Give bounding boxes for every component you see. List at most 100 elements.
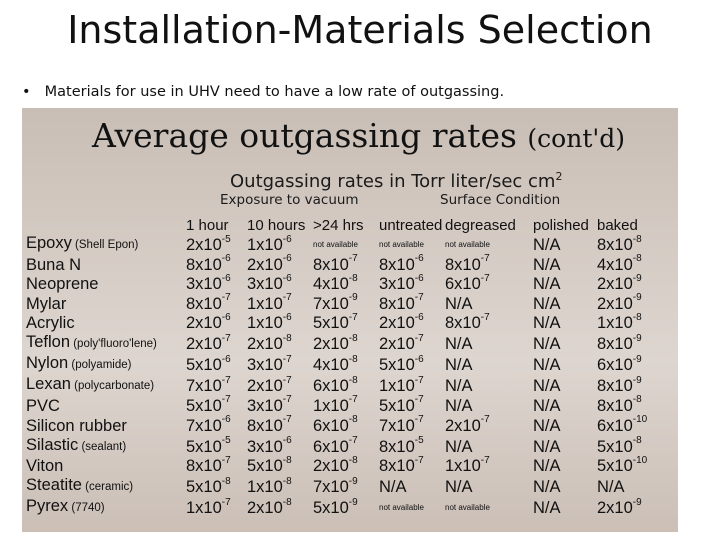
rate-exponent: -8 (282, 454, 292, 466)
rate-cell: 2x10-7 (186, 332, 231, 354)
rate-cell: N/A (445, 294, 473, 313)
rate-cell: 3x10-7 (247, 394, 292, 415)
rate-cell: N/A (533, 377, 561, 396)
rate-cell: 8x10-7 (247, 414, 292, 435)
rate-cell: N/A (379, 478, 407, 497)
rate-cell: 4x10-8 (313, 272, 358, 294)
material-note: (7740) (68, 502, 105, 515)
material-name: Lexan (polycarbonate) (26, 375, 155, 394)
rate-cell: 5x10-8 (186, 475, 231, 497)
rate-exponent: -5 (221, 233, 231, 245)
rate-cell: N/A (533, 416, 561, 435)
rate-cell: 5x10-5 (186, 435, 231, 456)
rate-cell: 2x10-9 (597, 292, 642, 313)
rate-cell: 2x10-7 (379, 332, 424, 354)
rate-exponent: -7 (282, 292, 292, 304)
rate-exponent: -7 (221, 332, 231, 344)
rate-cell: 1x10-8 (247, 475, 292, 497)
rate-cell: 2x10-8 (313, 332, 358, 354)
material-note: (sealant) (78, 440, 127, 453)
rate-cell: not available (379, 240, 424, 249)
rate-exponent: -7 (414, 454, 424, 466)
rate-exponent: -6 (282, 435, 292, 447)
rate-cell: 2x10-9 (597, 496, 642, 518)
material-name: Viton (26, 457, 64, 476)
column-header: 1 hour (186, 217, 229, 234)
rate-cell: 8x10-9 (597, 374, 642, 396)
rate-cell: N/A (445, 396, 473, 415)
rate-exponent: -5 (414, 435, 424, 447)
rate-exponent: -7 (480, 272, 490, 284)
table-row: Buna N 8x10-6 2x10-6 8x10-7 8x10-6 8x10-7 N/A 4… (26, 253, 657, 275)
rate-exponent: -7 (414, 414, 424, 426)
rate-cell: not available (313, 240, 358, 249)
rate-exponent: -6 (221, 253, 231, 265)
rate-exponent: -9 (632, 353, 642, 365)
bullet-text: Materials for use in UHV need to have a … (44, 84, 505, 100)
rate-exponent: -8 (348, 454, 358, 466)
rate-exponent: -7 (480, 454, 490, 466)
rate-cell: 8x10-8 (597, 394, 642, 415)
rate-cell: N/A (533, 255, 561, 274)
table-row: Acrylic 2x10-6 1x10-6 5x10-7 2x10-6 8x10-7 N/A… (26, 311, 657, 334)
table-row: Silicon rubber 7x10-6 8x10-7 6x10-8 7x10-7 2x… (26, 414, 657, 436)
rate-cell: 7x10-7 (379, 414, 424, 435)
rate-exponent: -7 (348, 394, 358, 406)
table-row: PVC 5x10-7 3x10-7 1x10-7 5x10-7 N/A N/A 8x10-8 (26, 394, 657, 416)
rate-exponent: -7 (221, 454, 231, 466)
rate-cell: N/A (533, 294, 561, 313)
rate-cell: 6x10-7 (313, 435, 358, 456)
rate-exponent: -6 (221, 272, 231, 284)
rate-exponent: -10 (632, 454, 648, 466)
material-name: Neoprene (26, 275, 99, 294)
rate-cell: 6x10-8 (313, 374, 358, 396)
rate-cell: 2x10-8 (247, 332, 292, 354)
rate-exponent: -6 (282, 272, 292, 284)
rate-cell: 5x10-10 (597, 454, 648, 476)
surface-group-header: Surface Condition (440, 192, 561, 208)
rate-cell: 5x10-7 (186, 394, 231, 415)
rate-exponent: -7 (348, 311, 358, 323)
material-name: Nylon (polyamide) (26, 354, 132, 373)
rate-exponent: -6 (221, 311, 231, 323)
rate-cell: 1x10-8 (597, 311, 642, 333)
rate-cell: 2x10-5 (186, 233, 231, 254)
column-header: baked (597, 217, 638, 234)
rate-exponent: -6 (282, 311, 292, 323)
rate-exponent: -8 (348, 414, 358, 426)
table-row: Viton 8x10-7 5x10-8 2x10-8 8x10-7 1x10-7 N/A 5x… (26, 454, 657, 477)
rate-cell: 2x10-8 (247, 496, 292, 518)
rate-exponent: -8 (282, 475, 292, 487)
column-header: >24 hrs (313, 217, 364, 234)
rate-exponent: -7 (480, 414, 490, 426)
rate-exponent: -8 (632, 233, 642, 245)
table-row: Mylar 8x10-7 1x10-7 7x10-9 8x10-7 N/A N/A 2x10-… (26, 292, 657, 314)
units-exponent: 2 (555, 170, 563, 183)
rate-cell: N/A (533, 275, 561, 294)
rate-cell: 2x10-8 (313, 454, 358, 476)
rate-exponent: -7 (221, 496, 231, 508)
rate-exponent: -6 (282, 253, 292, 265)
rate-exponent: -7 (221, 374, 231, 386)
rate-exponent: -7 (414, 332, 424, 344)
rate-exponent: -7 (414, 394, 424, 406)
figure-title-main: Average outgassing rates (92, 116, 517, 155)
rate-cell: 8x10-7 (313, 253, 358, 274)
units-label: Outgassing rates in Torr liter/sec cm2 (230, 170, 562, 192)
rate-cell: N/A (533, 478, 561, 497)
rate-cell: 5x10-8 (597, 435, 642, 456)
rate-exponent: -9 (348, 496, 358, 508)
table-row: Teflon (poly'fluoro'lene) 2x10-7 2x10-8 2x1… (26, 333, 657, 354)
rate-cell: 5x10-9 (313, 496, 358, 518)
rate-cell: N/A (533, 499, 561, 518)
bullet-point: • Materials for use in UHV need to have … (22, 84, 504, 100)
rate-cell: 5x10-6 (379, 353, 424, 375)
rate-cell: 2x10-7 (445, 414, 490, 435)
material-name: PVC (26, 396, 60, 415)
rate-cell: 5x10-8 (247, 454, 292, 476)
rate-cell: N/A (445, 437, 473, 456)
rate-cell: N/A (533, 356, 561, 375)
rate-cell: 8x10-9 (597, 332, 642, 354)
rate-cell: 8x10-7 (379, 454, 424, 476)
rate-exponent: -8 (632, 311, 642, 323)
